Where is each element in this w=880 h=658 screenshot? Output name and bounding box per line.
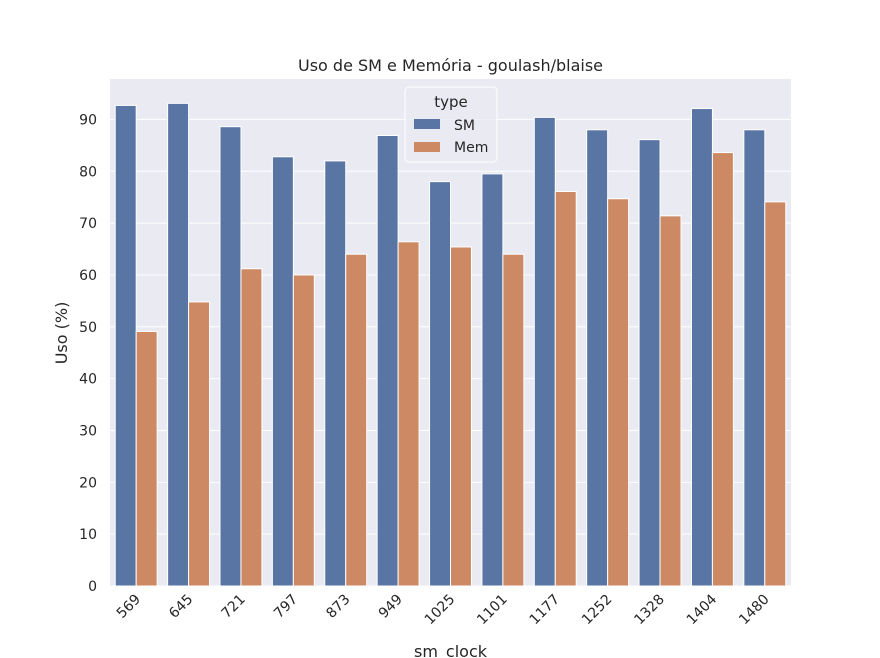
bar-mem-1480 [764,201,787,587]
bar-sm-1025 [429,181,451,587]
y-tick-label: 50 [79,320,97,336]
bar-sm-721 [219,126,242,587]
x-tick-label: 1404 [684,591,721,628]
y-tick-label: 10 [79,527,97,543]
bars [114,102,787,587]
bar-sm-1328 [638,139,661,587]
y-axis-label: Uso (%) [52,302,71,365]
x-tick-label: 1101 [474,592,511,629]
bar-sm-1101 [481,173,504,587]
x-tick-label: 873 [323,592,353,622]
bar-sm-645 [167,102,190,587]
y-tick-label: 20 [79,475,97,491]
x-tick-label: 1252 [579,592,616,629]
x-tick-label: 1177 [527,592,564,629]
bar-mem-873 [345,253,368,587]
bar-mem-569 [135,330,158,587]
bar-sm-1404 [690,108,713,587]
bar-mem-1177 [554,190,577,587]
legend-swatch-mem [414,142,440,152]
bar-sm-1480 [743,129,766,587]
bar-sm-569 [114,104,137,587]
x-tick-label: 1328 [631,592,668,629]
bar-mem-1252 [607,198,630,587]
y-tick-label: 80 [79,164,97,180]
legend-swatch-sm [414,119,440,129]
x-tick-label: 949 [376,592,406,622]
x-tick-label: 797 [271,592,301,622]
bar-mem-797 [292,274,315,587]
legend-label-mem: Mem [454,140,488,156]
x-ticks: 569 645 721 797 873 949 1025 1101 1177 1252 1328 14… [114,591,773,628]
legend: type SM Mem [404,86,498,163]
legend-title: type [434,93,468,111]
x-tick-label: 569 [114,592,144,622]
y-tick-label: 70 [79,216,97,232]
legend-label-sm: SM [454,118,475,134]
x-tick-label: 1480 [736,592,773,629]
y-tick-label: 90 [79,112,97,128]
bar-mem-1328 [659,215,682,587]
y-ticks: 0 10 20 30 40 50 60 70 80 90 [79,112,97,595]
y-tick-label: 40 [79,372,97,388]
bar-sm-873 [324,160,347,587]
x-tick-label: 645 [166,592,196,622]
bar-mem-721 [240,268,263,587]
y-tick-label: 0 [88,579,97,595]
x-tick-label: 721 [219,592,249,622]
bar-sm-797 [271,156,294,587]
bar-sm-1252 [586,129,609,587]
chart-title: Uso de SM e Memória - goulash/blaise [298,56,603,75]
y-tick-label: 30 [79,423,97,439]
bar-mem-1025 [450,246,472,587]
x-tick-label: 1025 [422,592,459,629]
bar-sm-949 [376,135,399,587]
y-tick-label: 60 [79,268,97,284]
bar-mem-949 [397,241,420,587]
bar-mem-1101 [502,253,525,587]
bar-sm-1177 [533,116,556,587]
bar-mem-1404 [711,152,734,587]
bar-mem-645 [188,301,211,587]
x-axis-label: sm_clock [414,642,488,658]
